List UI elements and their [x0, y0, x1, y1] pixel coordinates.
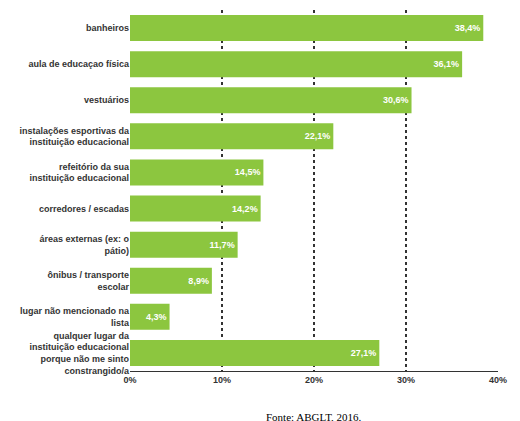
svg-text:instalações esportivas dainsti: instalações esportivas dainstituição edu… [19, 126, 130, 148]
svg-text:10%: 10% [213, 375, 231, 385]
svg-text:27,1%: 27,1% [351, 348, 377, 358]
svg-text:22,1%: 22,1% [305, 131, 331, 141]
svg-text:aula de educaçao física: aula de educaçao física [28, 59, 130, 69]
svg-text:36,1%: 36,1% [434, 59, 460, 69]
svg-text:4,3%: 4,3% [146, 312, 167, 322]
svg-text:refeitório da suainstituição e: refeitório da suainstituição educacional [29, 162, 130, 184]
svg-text:qualquer lugar dainstituição e: qualquer lugar dainstituição educacional… [29, 331, 130, 376]
svg-text:lugar não mencionado nalista: lugar não mencionado nalista [20, 306, 130, 328]
svg-text:30,6%: 30,6% [383, 95, 409, 105]
svg-text:11,7%: 11,7% [210, 240, 235, 250]
svg-text:8,9%: 8,9% [188, 276, 209, 286]
svg-text:banheiros: banheiros [86, 23, 129, 33]
svg-text:Fonte: ABGLT, 2016.: Fonte: ABGLT, 2016. [266, 411, 362, 421]
svg-text:corredores / escadas: corredores / escadas [39, 204, 129, 214]
svg-text:40%: 40% [489, 375, 507, 385]
svg-text:vestuários: vestuários [84, 95, 129, 105]
svg-text:30%: 30% [397, 375, 415, 385]
svg-text:ônibus / transporteescolar: ônibus / transporteescolar [47, 270, 129, 292]
svg-text:14,5%: 14,5% [235, 167, 261, 177]
svg-text:áreas externas (ex: opátio): áreas externas (ex: opátio) [39, 234, 129, 256]
svg-text:20%: 20% [305, 375, 323, 385]
svg-text:14,2%: 14,2% [232, 204, 258, 214]
svg-text:0%: 0% [123, 375, 136, 385]
svg-text:38,4%: 38,4% [455, 23, 481, 33]
